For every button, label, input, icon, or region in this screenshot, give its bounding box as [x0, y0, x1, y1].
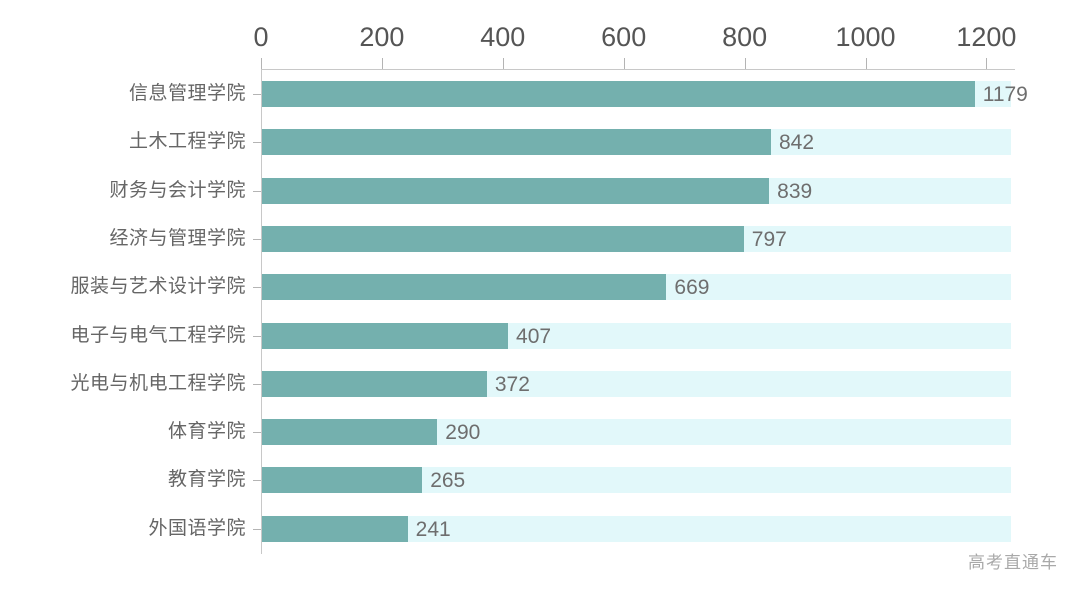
bar[interactable] [262, 419, 438, 446]
x-axis-tick [261, 58, 262, 69]
bar-row: 经济与管理学院 797 [0, 225, 1080, 252]
x-axis-tick-label: 0 [253, 22, 269, 52]
bar-value-label: 241 [415, 517, 451, 541]
category-label: 电子与电气工程学院 [70, 324, 246, 346]
bar-value-label: 1179 [982, 83, 1028, 106]
category-label: 外国语学院 [148, 517, 246, 539]
category-label: 土木工程学院 [128, 131, 246, 153]
category-label: 体育学院 [167, 421, 246, 443]
bar-row: 财务与会计学院 839 [0, 177, 1080, 204]
y-axis-tick [253, 190, 261, 192]
bar-value-label: 407 [516, 324, 552, 348]
bar[interactable] [262, 467, 423, 494]
x-axis [0, 0, 1080, 70]
x-axis-tick-label: 600 [601, 22, 647, 52]
x-axis-tick [986, 58, 988, 69]
x-axis-tick-label: 1000 [835, 22, 896, 52]
bar[interactable] [262, 515, 408, 542]
x-axis-tick-label: 400 [480, 22, 526, 52]
bar-row: 土木工程学院 842 [0, 129, 1080, 156]
bar-row: 光电与机电工程学院 372 [0, 370, 1080, 397]
bar[interactable] [262, 129, 771, 156]
y-axis-tick [253, 238, 261, 240]
y-axis-tick [253, 383, 261, 385]
bar-row: 电子与电气工程学院 407 [0, 322, 1080, 349]
x-axis-tick-label: 800 [722, 22, 768, 52]
bar[interactable] [262, 322, 509, 349]
category-label: 经济与管理学院 [109, 227, 246, 249]
bar-row: 信息管理学院 1179 [0, 81, 1080, 107]
bar-value-label: 290 [445, 421, 481, 445]
bar-value-label: 669 [674, 276, 710, 300]
bar-row: 体育学院 290 [0, 419, 1080, 446]
x-axis-tick [744, 58, 746, 69]
y-axis-tick [253, 142, 261, 144]
y-axis-tick [253, 287, 261, 289]
y-axis-line [261, 70, 262, 554]
category-label: 信息管理学院 [128, 83, 246, 104]
bar-value-label: 372 [494, 372, 530, 396]
category-label: 财务与会计学院 [109, 179, 246, 201]
bar[interactable] [262, 225, 744, 252]
x-axis-tick-label: 1200 [956, 22, 1017, 52]
bar[interactable] [262, 81, 975, 107]
y-axis-tick [253, 335, 261, 337]
y-axis-tick [253, 528, 261, 530]
bar[interactable] [262, 177, 770, 204]
x-axis-tick [865, 58, 867, 69]
x-axis-tick [502, 58, 504, 69]
category-label: 光电与机电工程学院 [70, 372, 246, 394]
y-axis-tick [253, 480, 261, 482]
category-label: 教育学院 [167, 469, 246, 491]
bar-row: 外国语学院 241 [0, 515, 1080, 542]
bar-value-label: 842 [778, 131, 815, 155]
y-axis-tick [253, 432, 261, 434]
bar-row: 服装与艺术设计学院 669 [0, 274, 1080, 301]
bar-row: 教育学院 265 [0, 467, 1080, 494]
bar[interactable] [262, 274, 667, 301]
x-axis-tick-label: 200 [359, 22, 405, 52]
x-axis-line [261, 69, 1015, 70]
bar[interactable] [262, 370, 487, 397]
y-axis-tick [253, 94, 261, 95]
category-label: 服装与艺术设计学院 [70, 276, 246, 298]
bar-value-label: 839 [777, 179, 813, 203]
x-axis-tick [623, 58, 625, 69]
watermark: 高考直通车 [968, 553, 1058, 572]
x-axis-tick [381, 58, 383, 69]
bar-value-label: 797 [751, 227, 787, 251]
bar-value-label: 265 [430, 469, 466, 493]
